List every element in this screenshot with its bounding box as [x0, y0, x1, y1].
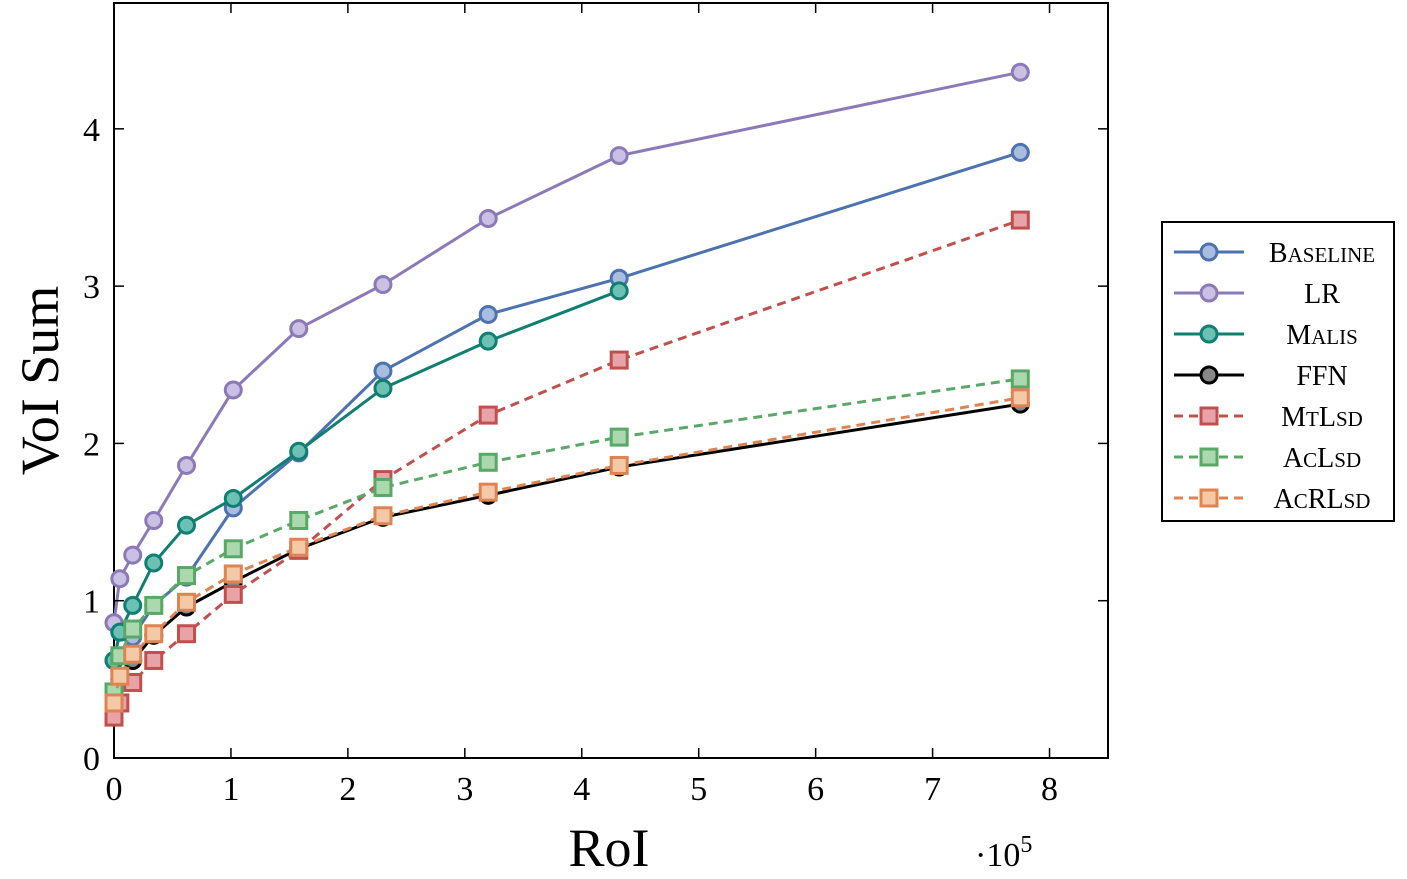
data-point-mtlsd: [223, 584, 243, 604]
legend-item-aclsd: ACLSD: [1174, 443, 1361, 474]
legend-label: ACRLSD: [1274, 484, 1371, 515]
legend-label: ACLSD: [1283, 443, 1361, 474]
legend-label: MALIS: [1286, 320, 1358, 351]
data-point-lr: [110, 569, 130, 589]
data-point-mtlsd: [144, 650, 164, 670]
data-point-aclsd: [1010, 369, 1030, 389]
data-point-mtlsd: [177, 624, 197, 644]
data-point-malis: [144, 553, 164, 573]
data-point-lr: [373, 275, 393, 295]
data-point-aclsd: [373, 477, 393, 497]
x-tick-label: 2: [339, 771, 356, 808]
data-point-aclsd: [609, 427, 629, 447]
legend-label: BASELINE: [1269, 238, 1375, 269]
data-point-baseline: [1010, 142, 1030, 162]
x-tick-label: 1: [222, 771, 239, 808]
x-tick-label: 3: [456, 771, 473, 808]
data-point-lr: [144, 510, 164, 530]
legend-item-mtlsd: MTLSD: [1174, 402, 1363, 433]
legend-swatch-marker: [1199, 488, 1219, 508]
series-line-baseline: [112, 150, 1021, 661]
data-point-acrlsd: [104, 693, 124, 713]
legend-item-acrlsd: ACRLSD: [1174, 484, 1370, 515]
y-tick-label: 3: [83, 269, 100, 306]
data-point-acrlsd: [144, 624, 164, 644]
data-point-aclsd: [123, 619, 143, 639]
data-point-malis: [478, 331, 498, 351]
data-point-malis: [223, 488, 243, 508]
data-point-mtlsd: [478, 405, 498, 425]
legend-swatch-marker: [1199, 324, 1219, 344]
data-point-mtlsd: [1010, 210, 1030, 230]
legend-swatch-marker: [1199, 365, 1219, 385]
legend-swatch-marker: [1199, 283, 1219, 303]
data-point-lr: [1010, 62, 1030, 82]
y-axis-title: VoI Sum: [10, 286, 70, 476]
series-lr: [104, 62, 1030, 633]
legend-label: FFN: [1296, 361, 1347, 392]
data-point-acrlsd: [373, 506, 393, 526]
x-tick-label: 5: [690, 771, 707, 808]
series-mtlsd: [104, 210, 1030, 727]
x-axis-title: RoI: [569, 818, 650, 878]
data-point-acrlsd: [110, 666, 130, 686]
x-tick-label: 6: [807, 771, 824, 808]
data-point-lr: [609, 146, 629, 166]
series-line-ffn: [112, 402, 1021, 702]
series-line-mtlsd: [112, 218, 1021, 718]
data-point-aclsd: [478, 452, 498, 472]
series-acrlsd: [104, 388, 1030, 713]
data-point-lr: [177, 455, 197, 475]
data-point-malis: [177, 515, 197, 535]
data-point-malis: [609, 281, 629, 301]
y-tick-label: 0: [83, 741, 100, 778]
x-tick-label: 0: [106, 771, 123, 808]
data-point-aclsd: [177, 566, 197, 586]
legend-item-ffn: FFN: [1174, 361, 1348, 392]
data-point-baseline: [478, 304, 498, 324]
data-point-malis: [123, 595, 143, 615]
data-point-acrlsd: [1010, 388, 1030, 408]
legend-swatch-marker: [1199, 406, 1219, 426]
data-point-mtlsd: [609, 350, 629, 370]
data-point-acrlsd: [478, 482, 498, 502]
data-point-baseline: [373, 361, 393, 381]
y-tick-label: 2: [83, 426, 100, 463]
legend-item-malis: MALIS: [1174, 320, 1358, 351]
data-point-lr: [289, 319, 309, 339]
data-point-acrlsd: [289, 537, 309, 557]
series-line-malis: [112, 289, 620, 661]
legend-item-lr: LR: [1174, 279, 1340, 310]
data-point-malis: [373, 378, 393, 398]
x-tick-label: 8: [1041, 771, 1058, 808]
data-point-acrlsd: [177, 592, 197, 612]
legend-swatch-marker: [1199, 242, 1219, 262]
series-baseline: [104, 142, 1030, 670]
y-tick-label: 4: [83, 112, 100, 149]
series-ffn: [104, 394, 1030, 711]
series-aclsd: [104, 369, 1030, 702]
data-point-aclsd: [144, 595, 164, 615]
data-point-malis: [289, 441, 309, 461]
legend-swatch-marker: [1199, 447, 1219, 467]
data-point-acrlsd: [223, 564, 243, 584]
x-axis-multiplier: ·105: [975, 832, 1032, 874]
data-point-lr: [123, 545, 143, 565]
x-tick-label: 7: [924, 771, 941, 808]
legend-item-baseline: BASELINE: [1174, 238, 1375, 269]
legend-label: LR: [1304, 279, 1340, 310]
data-point-lr: [478, 208, 498, 228]
data-point-lr: [223, 380, 243, 400]
data-point-aclsd: [223, 539, 243, 559]
series-line-acrlsd: [112, 396, 1021, 704]
data-point-acrlsd: [609, 455, 629, 475]
data-point-aclsd: [289, 510, 309, 530]
x-tick-label: 4: [573, 771, 590, 808]
plot-area-frame: [113, 2, 1109, 759]
data-point-acrlsd: [123, 644, 143, 664]
y-tick-label: 1: [83, 584, 100, 621]
legend-label: MTLSD: [1281, 402, 1363, 433]
